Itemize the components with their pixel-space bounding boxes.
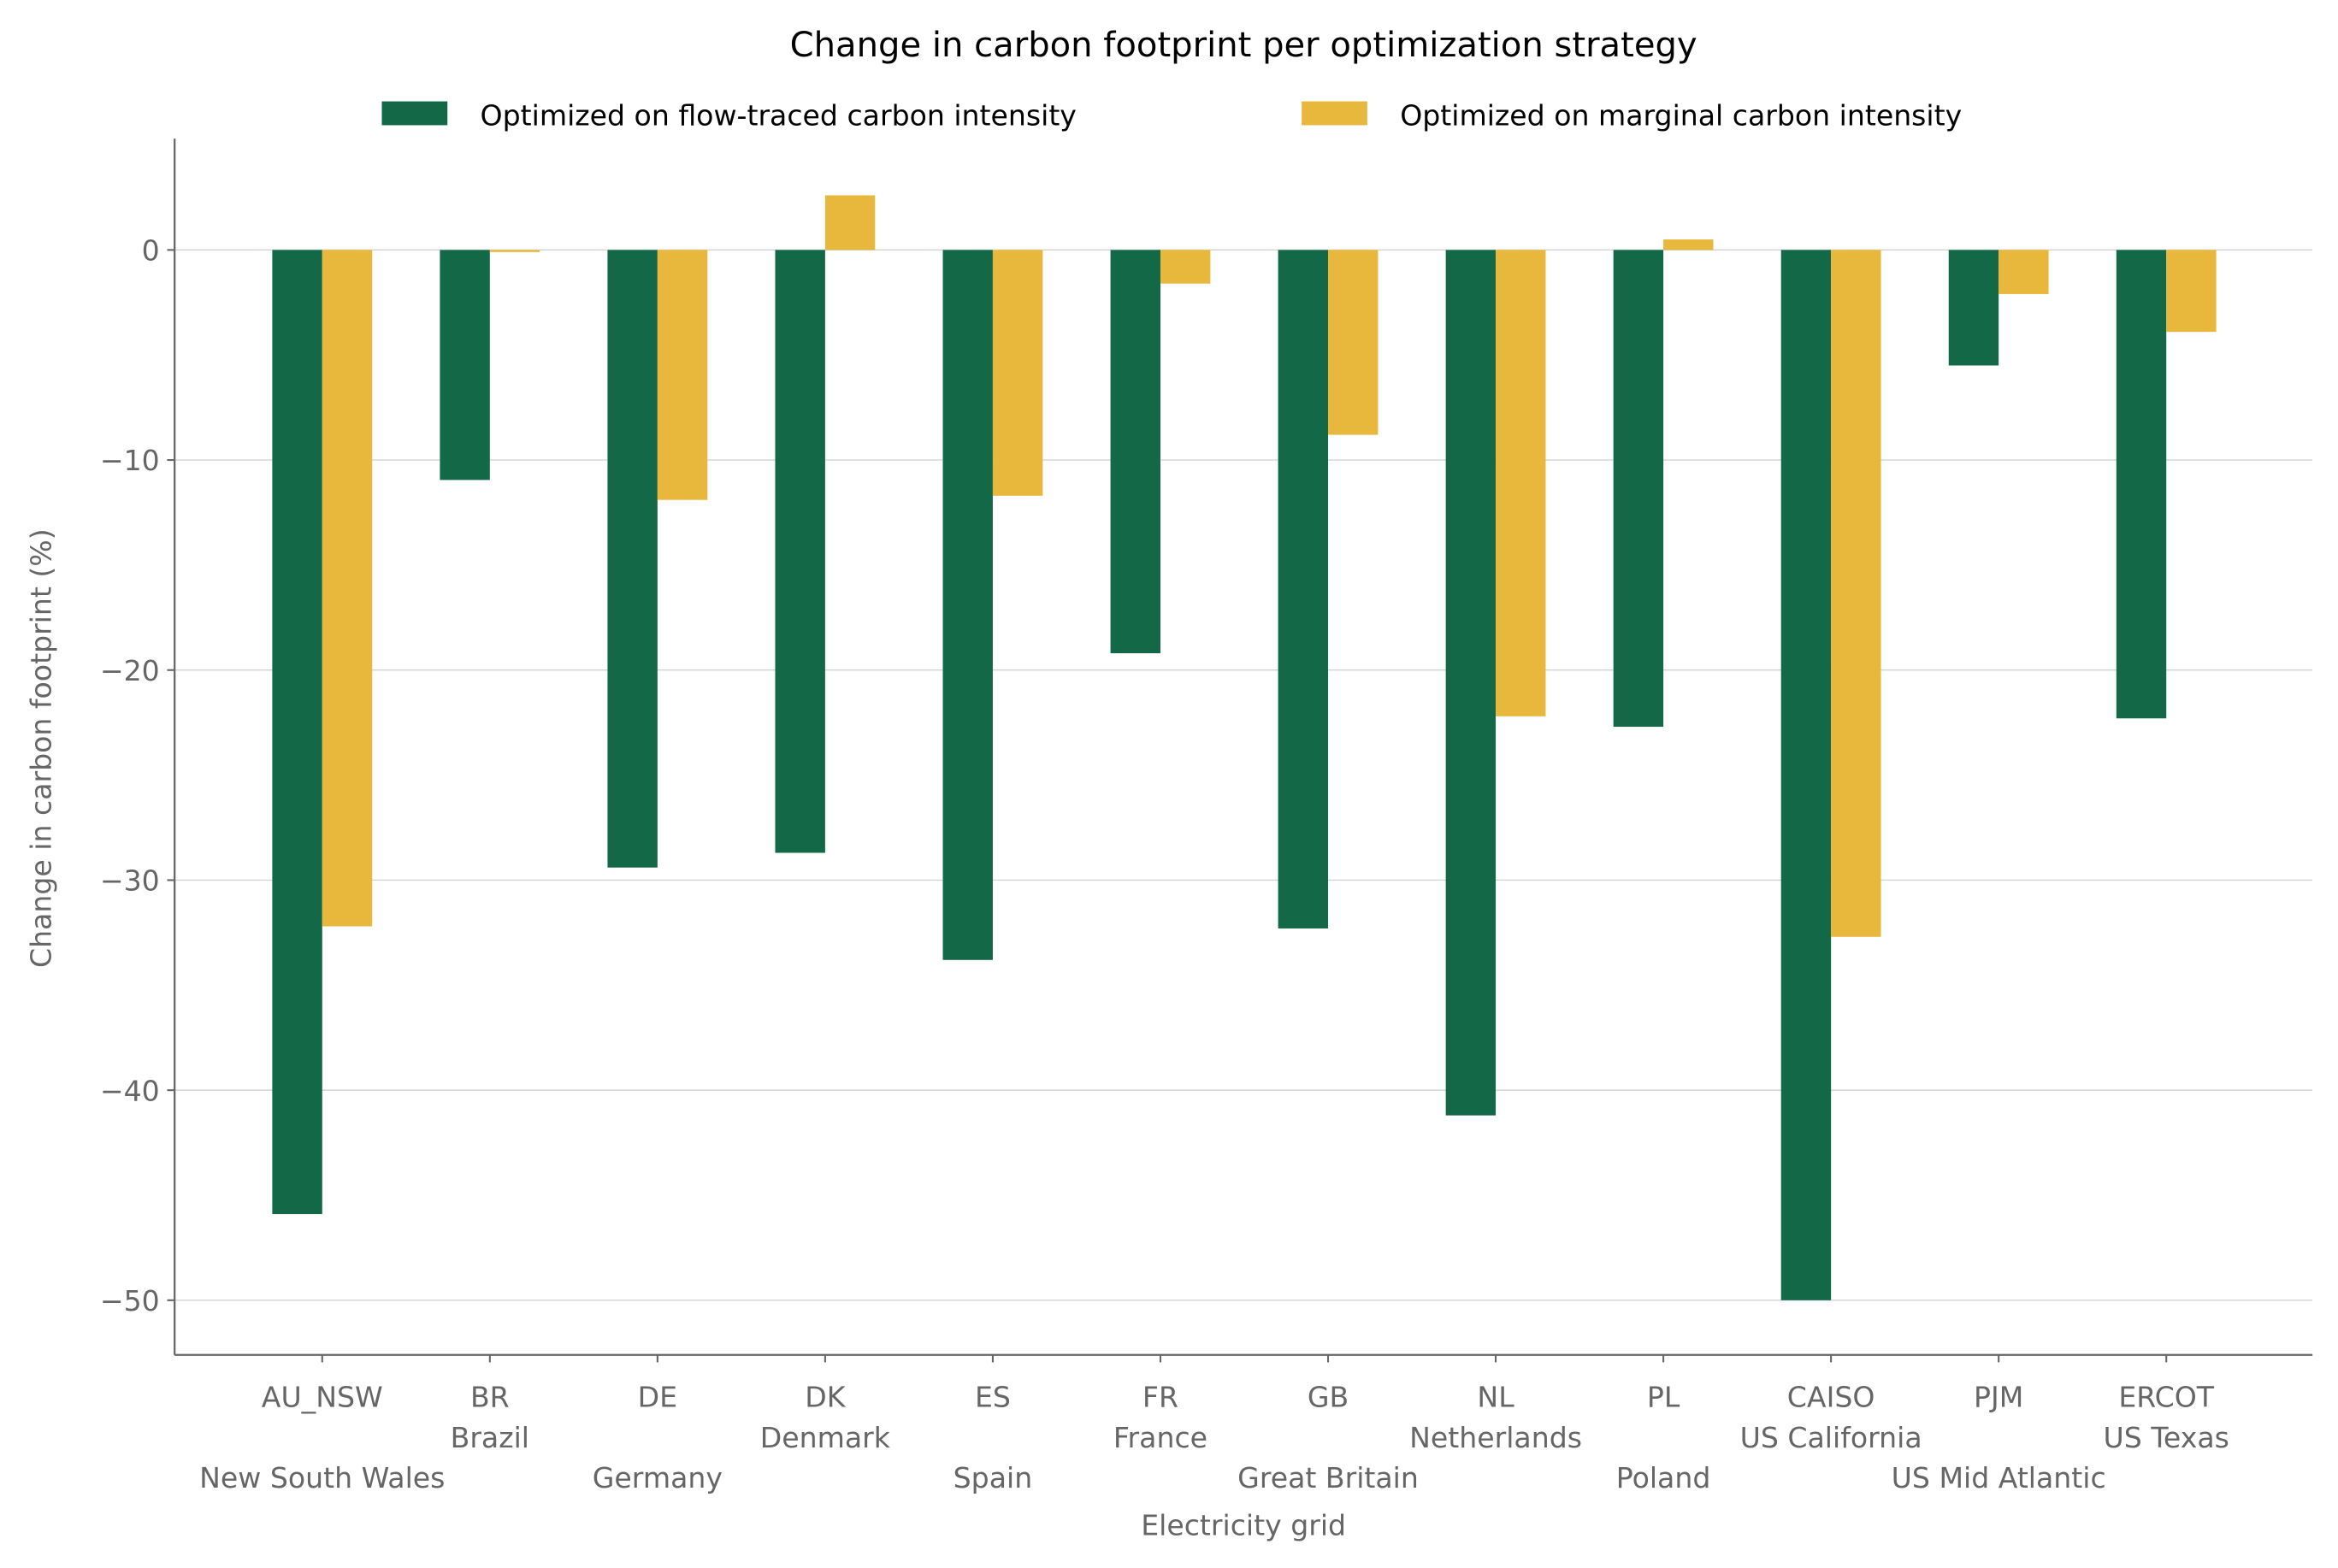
x-tick-name: US Texas bbox=[2104, 1421, 2229, 1454]
y-axis-label: Change in carbon footprint (%) bbox=[24, 528, 57, 968]
bar-marginal-br bbox=[489, 250, 540, 252]
axes bbox=[174, 139, 2313, 1356]
legend-label-flow-traced: Optimized on flow-traced carbon intensit… bbox=[481, 98, 1077, 132]
gridlines bbox=[174, 249, 2313, 1301]
bar-flow-traced-es bbox=[942, 250, 993, 960]
legend-swatch-flow-traced bbox=[381, 101, 448, 126]
x-tick-code: GB bbox=[1308, 1381, 1349, 1414]
x-tick-code: CAISO bbox=[1787, 1381, 1875, 1414]
bar-flow-traced-fr bbox=[1110, 250, 1160, 654]
x-tick-code: DK bbox=[805, 1381, 846, 1414]
bar-marginal-pl bbox=[1663, 239, 1714, 251]
x-tick-code: ERCOT bbox=[2118, 1381, 2214, 1414]
x-tick-name: Spain bbox=[954, 1461, 1033, 1494]
bar-marginal-ercot bbox=[2166, 250, 2217, 333]
legend: Optimized on flow-traced carbon intensit… bbox=[381, 98, 1962, 132]
bar-flow-traced-nl bbox=[1445, 250, 1497, 1116]
x-tick-name: Brazil bbox=[451, 1421, 529, 1454]
y-tick-label: −50 bbox=[100, 1284, 160, 1317]
bar-flow-traced-caiso bbox=[1780, 250, 1832, 1300]
bar-flow-traced-dk bbox=[775, 250, 825, 853]
y-tick-label: −30 bbox=[100, 864, 160, 898]
x-tick-code: FR bbox=[1142, 1381, 1178, 1414]
x-ticks: AU_NSW New South Wales BR Brazil DE Germany DK… bbox=[199, 1354, 2229, 1494]
bar-flow-traced-au_nsw bbox=[272, 250, 322, 1215]
bar-marginal-gb bbox=[1328, 250, 1379, 435]
x-tick-code: ES bbox=[975, 1381, 1011, 1414]
bar-flow-traced-gb bbox=[1278, 250, 1329, 928]
bar-marginal-nl bbox=[1496, 250, 1546, 716]
x-tick-name: Great Britain bbox=[1237, 1461, 1419, 1494]
legend-swatch-marginal bbox=[1302, 101, 1367, 126]
x-tick-name: US Mid Atlantic bbox=[1892, 1461, 2106, 1494]
bar-flow-traced-pl bbox=[1613, 250, 1664, 728]
bar-marginal-pjm bbox=[1999, 250, 2049, 294]
x-tick-name: Poland bbox=[1616, 1461, 1711, 1494]
y-tick-label: −20 bbox=[100, 654, 160, 687]
bar-flow-traced-br bbox=[440, 250, 490, 480]
x-tick-name: New South Wales bbox=[199, 1461, 445, 1494]
bar-flow-traced-pjm bbox=[1948, 250, 1999, 366]
x-tick-code: PL bbox=[1647, 1381, 1680, 1414]
x-tick-name: France bbox=[1113, 1421, 1207, 1454]
x-tick-name: US California bbox=[1740, 1421, 1922, 1454]
chart-title: Change in carbon footprint per optimizat… bbox=[790, 26, 1697, 65]
bar-marginal-au_nsw bbox=[322, 250, 373, 927]
x-tick-name: Netherlands bbox=[1409, 1421, 1582, 1454]
x-axis-label: Electricity grid bbox=[1141, 1509, 1346, 1542]
x-tick-code: AU_NSW bbox=[262, 1381, 383, 1414]
y-tick-label: −40 bbox=[100, 1074, 160, 1107]
y-tick-label: −10 bbox=[100, 444, 160, 477]
y-ticks: 0 −10 −20 −30 −40 −50 bbox=[100, 234, 175, 1317]
bar-flow-traced-de bbox=[607, 250, 658, 868]
bar-flow-traced-ercot bbox=[2116, 250, 2167, 719]
x-tick-code: DE bbox=[638, 1381, 677, 1414]
bar-marginal-fr bbox=[1160, 250, 1211, 284]
bar-marginal-de bbox=[657, 250, 708, 500]
y-tick-label: 0 bbox=[142, 234, 160, 268]
x-tick-code: BR bbox=[470, 1381, 510, 1414]
x-tick-code: PJM bbox=[1974, 1381, 2023, 1414]
bar-marginal-dk bbox=[824, 195, 876, 251]
x-tick-name: Denmark bbox=[760, 1421, 891, 1454]
bar-marginal-es bbox=[992, 250, 1043, 496]
x-tick-name: Germany bbox=[593, 1461, 723, 1494]
bar-marginal-caiso bbox=[1831, 250, 1881, 937]
legend-label-marginal: Optimized on marginal carbon intensity bbox=[1400, 98, 1962, 132]
bars bbox=[272, 195, 2217, 1300]
x-tick-code: NL bbox=[1477, 1381, 1514, 1414]
